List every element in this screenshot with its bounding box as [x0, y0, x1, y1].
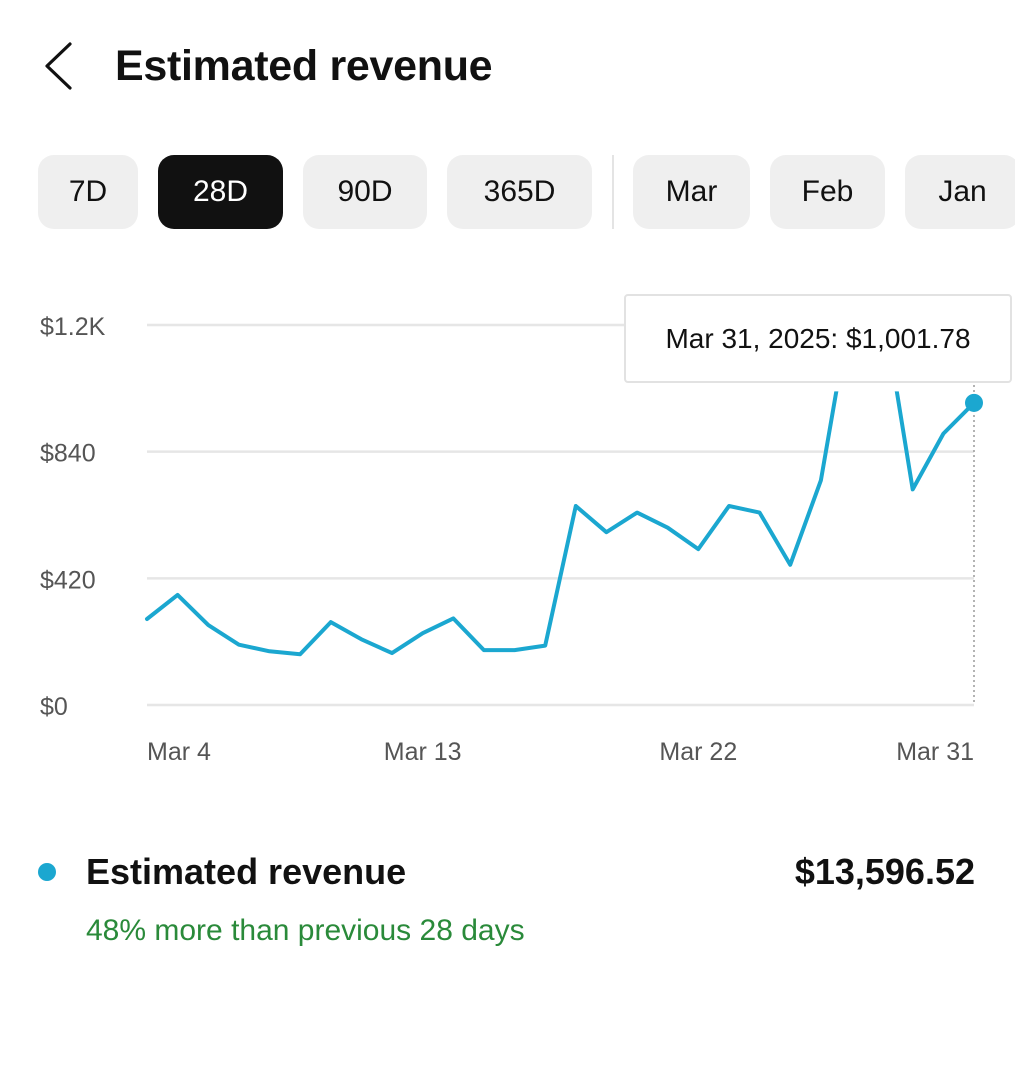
period-divider	[612, 155, 614, 229]
legend-comparison-text: 48% more than previous 28 days	[86, 914, 525, 947]
y-tick-label: $1.2K	[40, 313, 106, 341]
chart-tooltip: Mar 31, 2025: $1,001.78	[624, 294, 1012, 383]
page-title: Estimated revenue	[115, 42, 493, 90]
period-365d-button[interactable]: 365D	[447, 155, 592, 229]
highlight-point	[965, 393, 983, 412]
x-tick-label: Mar 4	[147, 738, 211, 766]
period-feb-button[interactable]: Feb	[770, 155, 885, 229]
x-tick-label: Mar 22	[659, 738, 737, 766]
revenue-series-line	[145, 391, 976, 657]
legend-label: Estimated revenue	[86, 851, 407, 892]
period-7d-button[interactable]: 7D	[38, 155, 138, 229]
legend-total-value: $13,596.52	[794, 851, 975, 892]
back-button[interactable]	[34, 36, 82, 96]
x-tick-label: Mar 31	[896, 738, 974, 766]
period-jan-button[interactable]: Jan	[905, 155, 1015, 229]
period-28d-button[interactable]: 28D	[158, 155, 283, 229]
legend-series-dot-icon	[38, 863, 56, 881]
period-90d-button[interactable]: 90D	[303, 155, 427, 229]
period-mar-button[interactable]: Mar	[633, 155, 750, 229]
period-selector: 7D 28D 90D 365D Mar Feb Jan	[0, 155, 1015, 230]
y-tick-label: $0	[40, 693, 68, 721]
y-tick-label: $840	[40, 440, 96, 468]
y-tick-label: $420	[40, 566, 96, 594]
header: Estimated revenue	[0, 0, 1015, 130]
x-tick-label: Mar 13	[384, 738, 462, 766]
legend: Estimated revenue $13,596.52 48% more th…	[0, 845, 1015, 965]
chevron-left-icon	[45, 42, 72, 90]
